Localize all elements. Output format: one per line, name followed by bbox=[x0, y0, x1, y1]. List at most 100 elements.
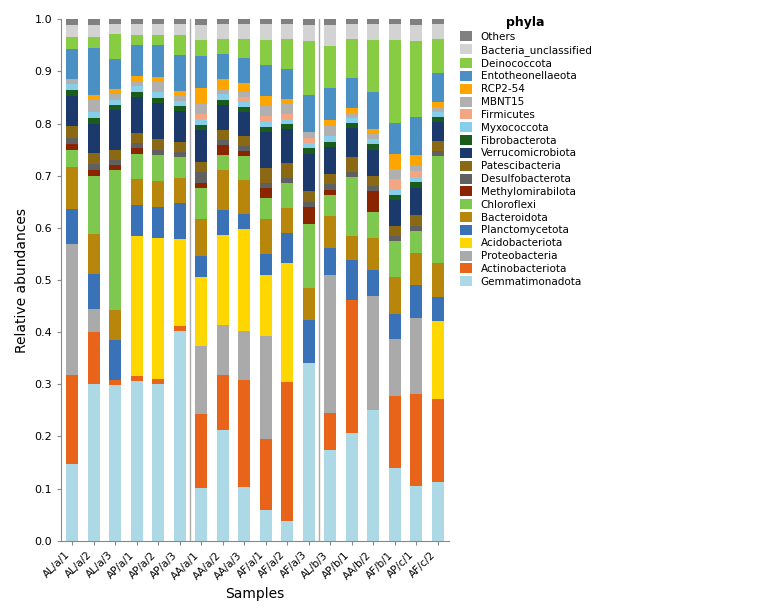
Bar bbox=[174, 152, 186, 157]
Bar bbox=[88, 153, 100, 164]
Bar bbox=[217, 140, 229, 145]
Bar bbox=[346, 432, 358, 541]
Bar bbox=[131, 381, 143, 541]
Bar bbox=[281, 163, 293, 178]
Bar bbox=[367, 139, 379, 144]
Bar bbox=[324, 190, 336, 195]
Bar bbox=[303, 208, 315, 224]
Bar bbox=[174, 178, 186, 203]
Bar bbox=[346, 113, 358, 118]
Bar bbox=[324, 147, 336, 174]
Bar bbox=[152, 97, 164, 103]
Bar bbox=[410, 285, 422, 318]
Bar bbox=[88, 274, 100, 309]
Bar bbox=[324, 184, 336, 190]
Bar bbox=[131, 86, 143, 92]
Bar bbox=[303, 94, 315, 132]
Bar bbox=[217, 100, 229, 105]
Bar bbox=[131, 148, 143, 153]
Bar bbox=[66, 245, 78, 375]
Bar bbox=[389, 179, 401, 190]
Bar bbox=[281, 129, 293, 163]
Bar bbox=[410, 171, 422, 177]
Bar bbox=[324, 413, 336, 450]
Bar bbox=[152, 238, 164, 379]
Bar bbox=[432, 156, 444, 263]
Bar bbox=[410, 41, 422, 117]
Bar bbox=[217, 325, 229, 375]
Bar bbox=[389, 200, 401, 226]
Bar bbox=[109, 89, 121, 94]
Bar bbox=[238, 380, 250, 487]
Bar bbox=[281, 124, 293, 129]
Bar bbox=[66, 138, 78, 144]
Bar bbox=[410, 155, 422, 166]
Bar bbox=[281, 113, 293, 119]
Bar bbox=[260, 121, 272, 127]
Bar bbox=[88, 48, 100, 95]
Bar bbox=[346, 123, 358, 128]
Bar bbox=[131, 19, 143, 25]
Bar bbox=[260, 96, 272, 106]
Bar bbox=[217, 94, 229, 100]
Bar bbox=[88, 100, 100, 112]
Bar bbox=[109, 94, 121, 100]
Bar bbox=[152, 150, 164, 155]
Bar bbox=[389, 241, 401, 277]
Legend: Others, Bacteria_unclassified, Deinococcota, Entotheonellaeota, RCP2-54, MBNT15,: Others, Bacteria_unclassified, Deinococc… bbox=[458, 14, 594, 289]
Bar bbox=[238, 136, 250, 146]
Bar bbox=[131, 143, 143, 148]
Bar bbox=[109, 380, 121, 386]
Bar bbox=[109, 340, 121, 380]
Bar bbox=[174, 331, 186, 541]
Bar bbox=[88, 332, 100, 384]
Bar bbox=[389, 195, 401, 200]
Bar bbox=[174, 55, 186, 91]
Bar bbox=[109, 34, 121, 59]
Bar bbox=[174, 326, 186, 331]
Bar bbox=[238, 39, 250, 59]
Bar bbox=[131, 92, 143, 97]
Bar bbox=[131, 205, 143, 236]
Bar bbox=[217, 54, 229, 79]
Bar bbox=[410, 177, 422, 182]
Bar bbox=[66, 150, 78, 168]
Bar bbox=[346, 24, 358, 39]
Bar bbox=[238, 19, 250, 24]
Bar bbox=[131, 153, 143, 179]
Bar bbox=[174, 106, 186, 111]
Bar bbox=[410, 318, 422, 394]
Bar bbox=[174, 203, 186, 239]
Bar bbox=[152, 19, 164, 25]
Bar bbox=[131, 34, 143, 45]
Bar bbox=[66, 375, 78, 464]
Bar bbox=[410, 166, 422, 171]
Bar bbox=[281, 233, 293, 262]
Bar bbox=[260, 439, 272, 510]
Bar bbox=[238, 102, 250, 107]
Bar bbox=[217, 170, 229, 210]
Bar bbox=[346, 108, 358, 113]
Bar bbox=[238, 59, 250, 83]
Bar bbox=[238, 156, 250, 180]
Bar bbox=[281, 521, 293, 541]
Bar bbox=[195, 219, 207, 256]
X-axis label: Samples: Samples bbox=[225, 587, 285, 601]
Bar bbox=[303, 143, 315, 148]
Bar bbox=[432, 151, 444, 156]
Bar bbox=[303, 25, 315, 41]
Bar bbox=[217, 129, 229, 140]
Bar bbox=[367, 410, 379, 541]
Bar bbox=[131, 376, 143, 381]
Bar bbox=[217, 145, 229, 155]
Bar bbox=[260, 127, 272, 132]
Bar bbox=[389, 190, 401, 195]
Bar bbox=[88, 164, 100, 170]
Bar bbox=[109, 19, 121, 24]
Bar bbox=[152, 103, 164, 139]
Bar bbox=[195, 114, 207, 120]
Bar bbox=[66, 126, 78, 138]
Bar bbox=[109, 386, 121, 541]
Bar bbox=[303, 132, 315, 137]
Bar bbox=[195, 188, 207, 219]
